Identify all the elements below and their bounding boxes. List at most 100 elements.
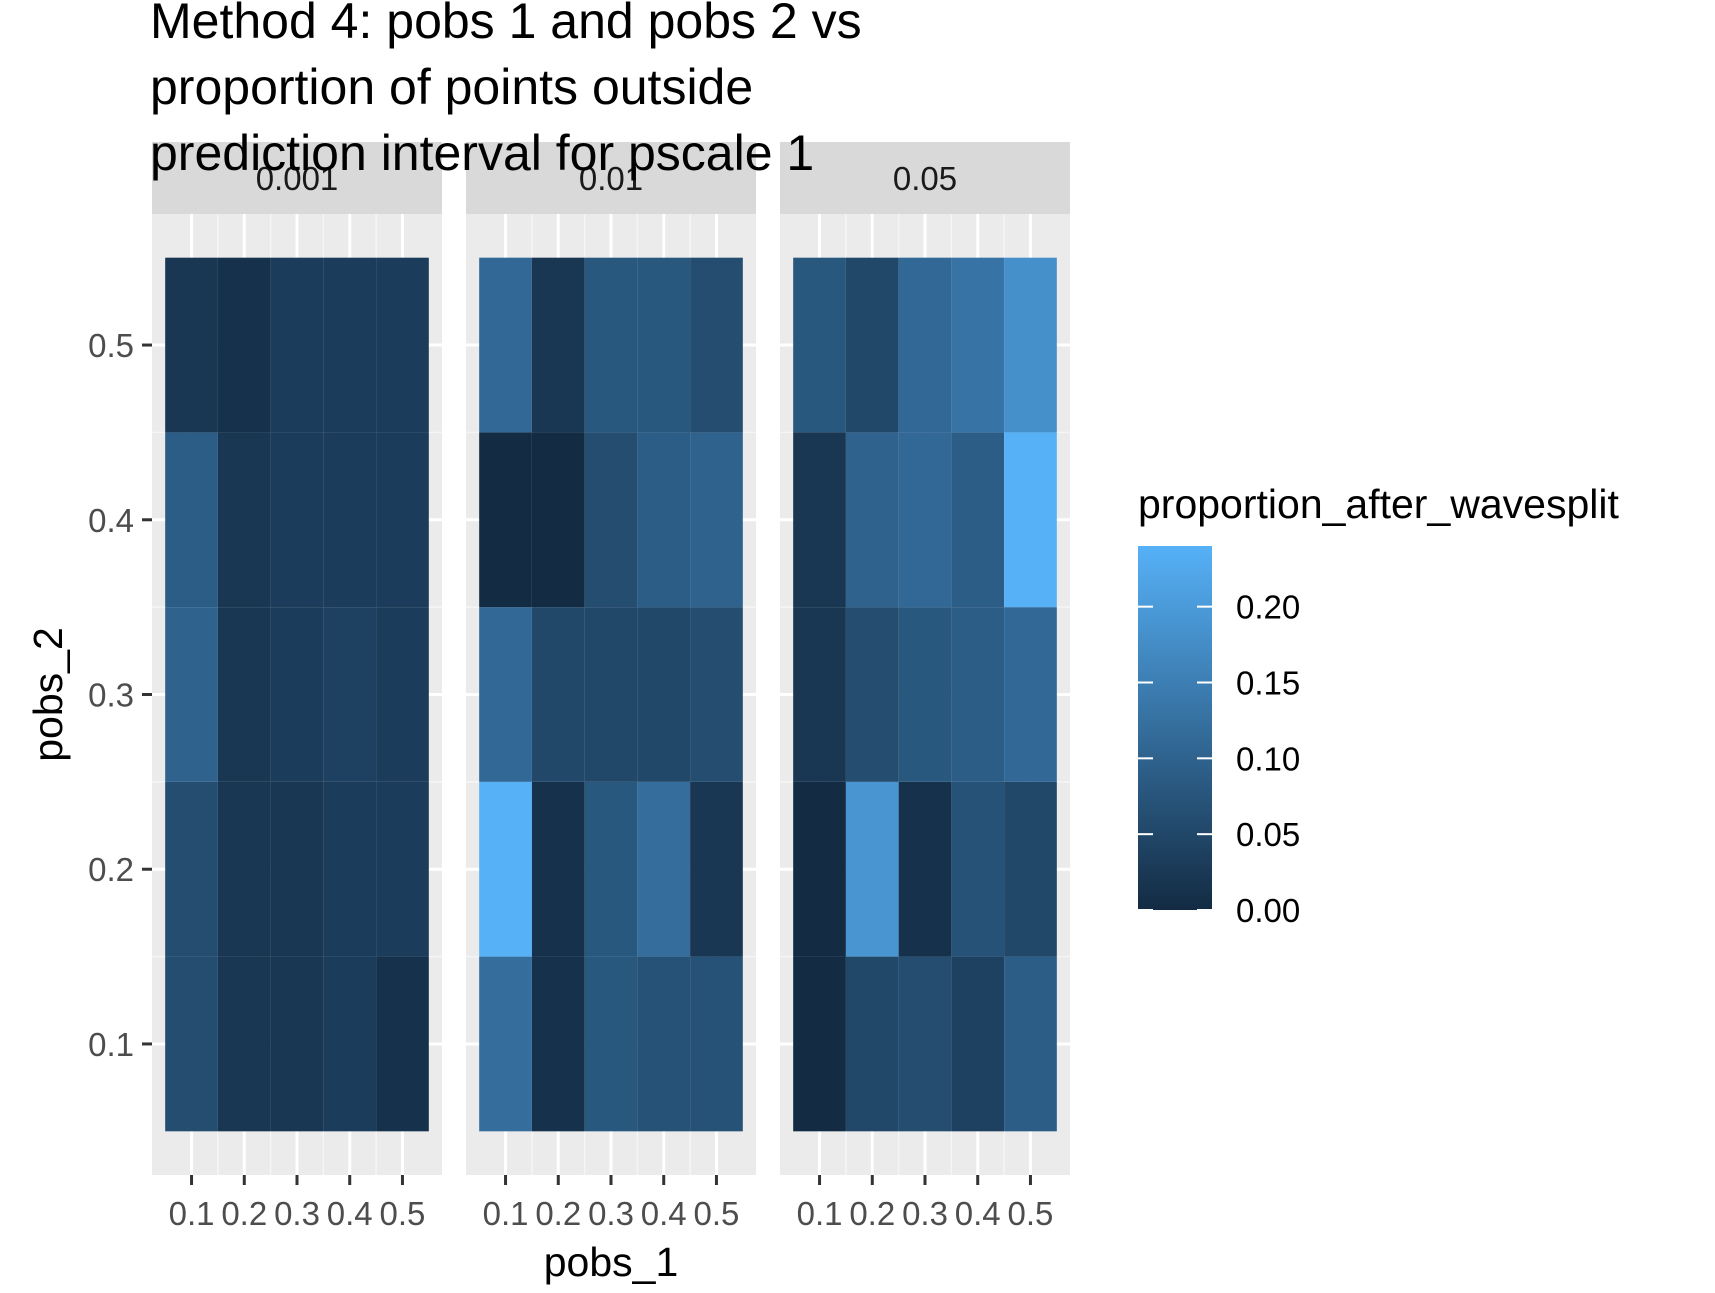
- heatmap-tile: [323, 432, 377, 608]
- x-tick-label: 0.3: [274, 1195, 320, 1232]
- heatmap-tile: [898, 607, 952, 782]
- heatmap-tile: [951, 257, 1005, 433]
- heatmap-tile: [323, 781, 377, 957]
- heatmap-tile: [584, 432, 638, 608]
- x-tick-label: 0.5: [694, 1195, 740, 1232]
- heatmap-tile: [845, 432, 899, 608]
- heatmap-tile: [217, 607, 271, 782]
- heatmap-tile: [898, 781, 952, 957]
- heatmap-tile: [376, 956, 429, 1132]
- legend-ticks: 0.00 0.05 0.10 0.15 0.20: [1138, 589, 1300, 929]
- heatmap-tile: [951, 432, 1005, 608]
- facet-strip-label: 0.01: [579, 160, 643, 197]
- x-tick-label: 0.1: [483, 1195, 529, 1232]
- heatmap-tile: [479, 257, 532, 433]
- heatmap-tile: [217, 257, 271, 433]
- heatmap-tile: [531, 781, 585, 957]
- heatmap-tile: [637, 432, 691, 608]
- heatmap-tile: [165, 607, 218, 782]
- x-tick-label: 0.4: [641, 1195, 687, 1232]
- x-tick-label: 0.4: [955, 1195, 1001, 1232]
- legend-tick-label: 0.10: [1236, 740, 1300, 777]
- facet-strip: [152, 142, 442, 214]
- heatmap-tile: [479, 781, 532, 957]
- heatmap-tile: [270, 956, 324, 1132]
- y-axis: 0.1 0.2 0.3 0.4 0.5: [88, 327, 152, 1063]
- heatmap-tile: [323, 257, 377, 433]
- x-tick-label: 0.5: [1008, 1195, 1054, 1232]
- heatmap-tile: [165, 781, 218, 957]
- legend-tick-label: 0.20: [1236, 589, 1300, 626]
- heatmap-tile: [323, 956, 377, 1132]
- facet-panel: 0.001 0.1 0.2 0.3 0.4 0.5: [152, 142, 442, 1232]
- heatmap-tile: [690, 956, 743, 1132]
- legend-colorbar: [1138, 546, 1212, 910]
- x-tick-label: 0.2: [535, 1195, 581, 1232]
- legend-title: proportion_after_wavesplit: [1138, 481, 1619, 527]
- y-tick-label: 0.2: [88, 851, 134, 888]
- heatmap-tile: [690, 607, 743, 782]
- heatmap-tile: [637, 257, 691, 433]
- heatmap-tile: [690, 432, 743, 608]
- heatmap-tile: [951, 781, 1005, 957]
- heatmap-tile: [845, 956, 899, 1132]
- facet-strip-label: 0.001: [256, 160, 339, 197]
- facet-panel: 0.05 0.1 0.2 0.3 0.4 0.5: [780, 142, 1070, 1232]
- heatmap-tile: [270, 607, 324, 782]
- heatmap-tile: [270, 781, 324, 957]
- heatmap-tile: [270, 432, 324, 608]
- x-tick-label: 0.3: [588, 1195, 634, 1232]
- y-tick-label: 0.3: [88, 677, 134, 714]
- legend-tick-label: 0.05: [1236, 816, 1300, 853]
- heatmap-tile: [898, 257, 952, 433]
- facet-panel: 0.01 0.1 0.2 0.3 0.4 0.5: [466, 142, 756, 1232]
- heatmap-tile: [1004, 432, 1057, 608]
- heatmap-tile: [845, 607, 899, 782]
- x-tick-label: 0.4: [327, 1195, 373, 1232]
- heatmap-tile: [217, 781, 271, 957]
- heatmap-tile: [584, 956, 638, 1132]
- legend-tick-label: 0.00: [1236, 892, 1300, 929]
- heatmap-tile: [951, 607, 1005, 782]
- heatmap-tile: [1004, 781, 1057, 957]
- heatmap-tile: [531, 257, 585, 433]
- x-tick-label: 0.5: [380, 1195, 426, 1232]
- heatmap-tile: [637, 956, 691, 1132]
- heatmap-tile: [793, 257, 846, 433]
- heatmap-tile: [690, 781, 743, 957]
- heatmap-tile: [323, 607, 377, 782]
- x-tick-label: 0.2: [221, 1195, 267, 1232]
- y-tick-label: 0.4: [88, 502, 134, 539]
- y-tick-label: 0.5: [88, 327, 134, 364]
- facet-strip: [466, 142, 756, 214]
- x-axis-title: pobs_1: [544, 1239, 679, 1285]
- heatmap-tile: [165, 257, 218, 433]
- heatmap-tile: [845, 257, 899, 433]
- heatmap-tile: [898, 432, 952, 608]
- heatmap-tile: [793, 607, 846, 782]
- heatmap-tile: [793, 956, 846, 1132]
- heatmap-tile: [793, 432, 846, 608]
- heatmap-tile: [531, 432, 585, 608]
- heatmap-tile: [1004, 607, 1057, 782]
- heatmap-tile: [531, 607, 585, 782]
- x-tick-label: 0.3: [902, 1195, 948, 1232]
- facet-strip: [780, 142, 1070, 214]
- heatmap-tile: [531, 956, 585, 1132]
- heatmap-tile: [845, 781, 899, 957]
- y-tick-label: 0.1: [88, 1026, 134, 1063]
- heatmap-tile: [376, 781, 429, 957]
- color-legend: proportion_after_wavesplit 0.00 0.05 0.10 0…: [1138, 481, 1619, 929]
- heatmap-tile: [479, 607, 532, 782]
- x-tick-label: 0.1: [797, 1195, 843, 1232]
- heatmap-tile: [165, 432, 218, 608]
- heatmap-tile: [1004, 257, 1057, 433]
- heatmap-tile: [376, 257, 429, 433]
- heatmap-tile: [376, 607, 429, 782]
- heatmap-tile: [951, 956, 1005, 1132]
- x-tick-label: 0.2: [849, 1195, 895, 1232]
- heatmap-tile: [1004, 956, 1057, 1132]
- heatmap-tile: [217, 432, 271, 608]
- heatmap-tile: [270, 257, 324, 433]
